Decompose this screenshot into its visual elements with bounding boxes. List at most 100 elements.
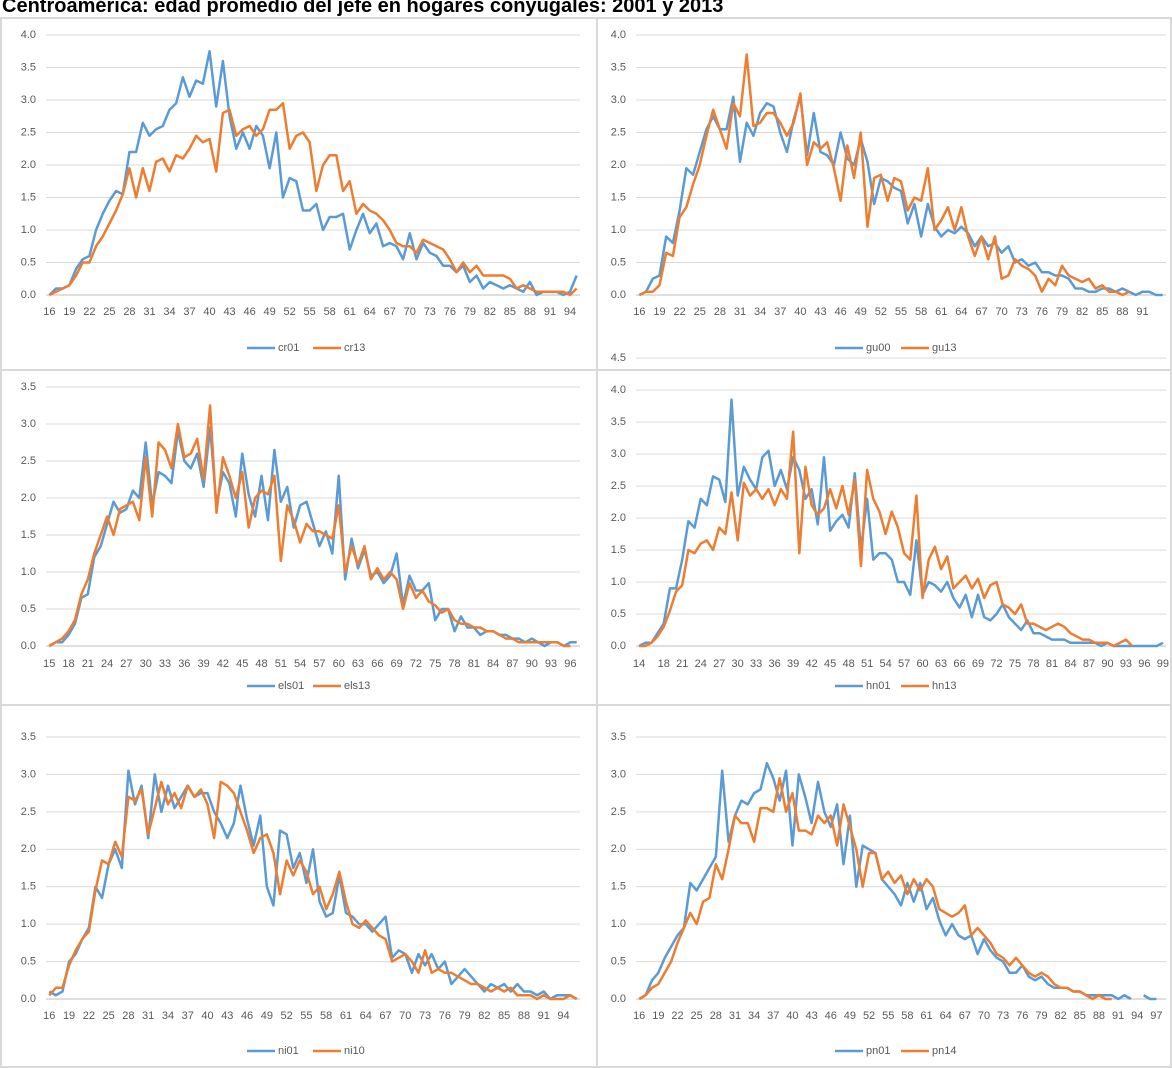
x-tick-label: 64 — [364, 306, 376, 318]
panel-frames — [0, 17, 1172, 1068]
x-tick-label: 91 — [544, 306, 556, 318]
y-tick-label: 0.5 — [611, 955, 626, 967]
y-tick-label: 1.0 — [21, 566, 36, 578]
y-tick-label: 2.5 — [611, 806, 626, 818]
x-tick-label: 75 — [429, 658, 441, 670]
y-tick-label: 3.5 — [611, 416, 626, 428]
x-tick-label: 66 — [953, 658, 965, 670]
y-tick-label: 2.5 — [611, 480, 626, 492]
x-tick-label: 42 — [217, 658, 229, 670]
y-tick-label: 0.0 — [21, 640, 36, 652]
y-tick-label: 2.5 — [21, 455, 36, 467]
series-line — [48, 102, 578, 297]
x-tick-label: 60 — [916, 658, 928, 670]
x-tick-label: 15 — [43, 658, 55, 670]
x-tick-label: 96 — [564, 658, 576, 670]
x-tick-label: 55 — [300, 1010, 312, 1022]
y-tick-label: 2.0 — [21, 159, 36, 171]
x-tick-label: 21 — [82, 658, 94, 670]
x-tick-label: 88 — [524, 306, 536, 318]
x-tick-label: 16 — [43, 306, 55, 318]
x-tick-label: 21 — [676, 658, 688, 670]
x-tick-label: 27 — [713, 658, 725, 670]
y-tick-label: 0.5 — [611, 256, 626, 268]
series-line — [638, 761, 1157, 1001]
y-tick-label: 2.0 — [611, 512, 626, 524]
x-tick-label: 40 — [203, 306, 215, 318]
y-tick-label: 3.0 — [21, 418, 36, 430]
x-tick-label: 40 — [786, 1010, 798, 1022]
x-tick-label: 64 — [955, 306, 967, 318]
x-tick-label: 46 — [241, 1010, 253, 1022]
y-tick-label: 0.5 — [21, 603, 36, 615]
x-tick-label: 24 — [101, 658, 113, 670]
y-tick-label: 2.5 — [21, 806, 36, 818]
x-tick-label: 37 — [182, 1010, 194, 1022]
x-tick-label: 19 — [63, 306, 75, 318]
x-tick-label: 39 — [198, 658, 210, 670]
x-tick-label: 61 — [344, 306, 356, 318]
x-tick-label: 31 — [734, 306, 746, 318]
series-line — [48, 404, 571, 648]
y-tick-label: 0.0 — [611, 993, 626, 1005]
x-tick-label: 85 — [498, 1010, 510, 1022]
x-tick-label: 70 — [996, 306, 1008, 318]
x-tick-label: 90 — [526, 658, 538, 670]
y-tick-label: 1.5 — [21, 529, 36, 541]
x-tick-label: 82 — [1055, 1010, 1067, 1022]
x-tick-label: 39 — [787, 658, 799, 670]
y-tick-label: 4.0 — [21, 29, 36, 41]
x-tick-label: 28 — [714, 306, 726, 318]
x-tick-label: 90 — [1101, 658, 1113, 670]
x-tick-label: 58 — [324, 306, 336, 318]
x-tick-label: 46 — [834, 306, 846, 318]
x-tick-label: 33 — [159, 658, 171, 670]
y-tick-label: 4.0 — [611, 29, 626, 41]
x-tick-label: 88 — [518, 1010, 530, 1022]
x-tick-label: 73 — [419, 1010, 431, 1022]
series-line — [48, 50, 578, 297]
x-tick-label: 45 — [236, 658, 248, 670]
legend-label: cr01 — [278, 342, 299, 354]
x-tick-label: 91 — [538, 1010, 550, 1022]
x-tick-label: 34 — [748, 1010, 760, 1022]
x-tick-label: 63 — [352, 658, 364, 670]
x-tick-label: 88 — [1093, 1010, 1105, 1022]
x-tick-label: 31 — [142, 1010, 154, 1022]
y-tick-label: 1.0 — [611, 918, 626, 930]
y-tick-label: 0.5 — [21, 256, 36, 268]
x-tick-label: 79 — [459, 1010, 471, 1022]
x-tick-label: 52 — [281, 1010, 293, 1022]
x-tick-label: 14 — [633, 658, 645, 670]
series-line — [48, 780, 578, 1001]
x-tick-label: 58 — [320, 1010, 332, 1022]
y-tick-label: 4.5 — [611, 352, 626, 364]
x-tick-label: 57 — [313, 658, 325, 670]
x-tick-label: 96 — [1138, 658, 1150, 670]
x-tick-label: 87 — [1083, 658, 1095, 670]
x-tick-label: 88 — [1116, 306, 1128, 318]
x-tick-label: 72 — [990, 658, 1002, 670]
y-tick-label: 0.0 — [611, 640, 626, 652]
x-tick-label: 51 — [861, 658, 873, 670]
x-tick-label: 46 — [825, 1010, 837, 1022]
legend-label: pn01 — [866, 1045, 890, 1057]
x-tick-label: 67 — [384, 306, 396, 318]
x-tick-label: 85 — [504, 306, 516, 318]
x-tick-label: 63 — [935, 658, 947, 670]
x-tick-label: 72 — [410, 658, 422, 670]
x-tick-label: 49 — [261, 1010, 273, 1022]
series-line — [638, 776, 1112, 1001]
x-tick-label: 55 — [895, 306, 907, 318]
x-tick-label: 25 — [691, 1010, 703, 1022]
x-tick-label: 22 — [671, 1010, 683, 1022]
x-tick-label: 66 — [371, 658, 383, 670]
y-tick-label: 3.0 — [611, 768, 626, 780]
x-tick-label: 28 — [710, 1010, 722, 1022]
x-tick-label: 78 — [1027, 658, 1039, 670]
x-tick-label: 22 — [673, 306, 685, 318]
x-tick-label: 85 — [1096, 306, 1108, 318]
y-tick-label: 1.5 — [611, 191, 626, 203]
y-tick-label: 1.5 — [21, 191, 36, 203]
